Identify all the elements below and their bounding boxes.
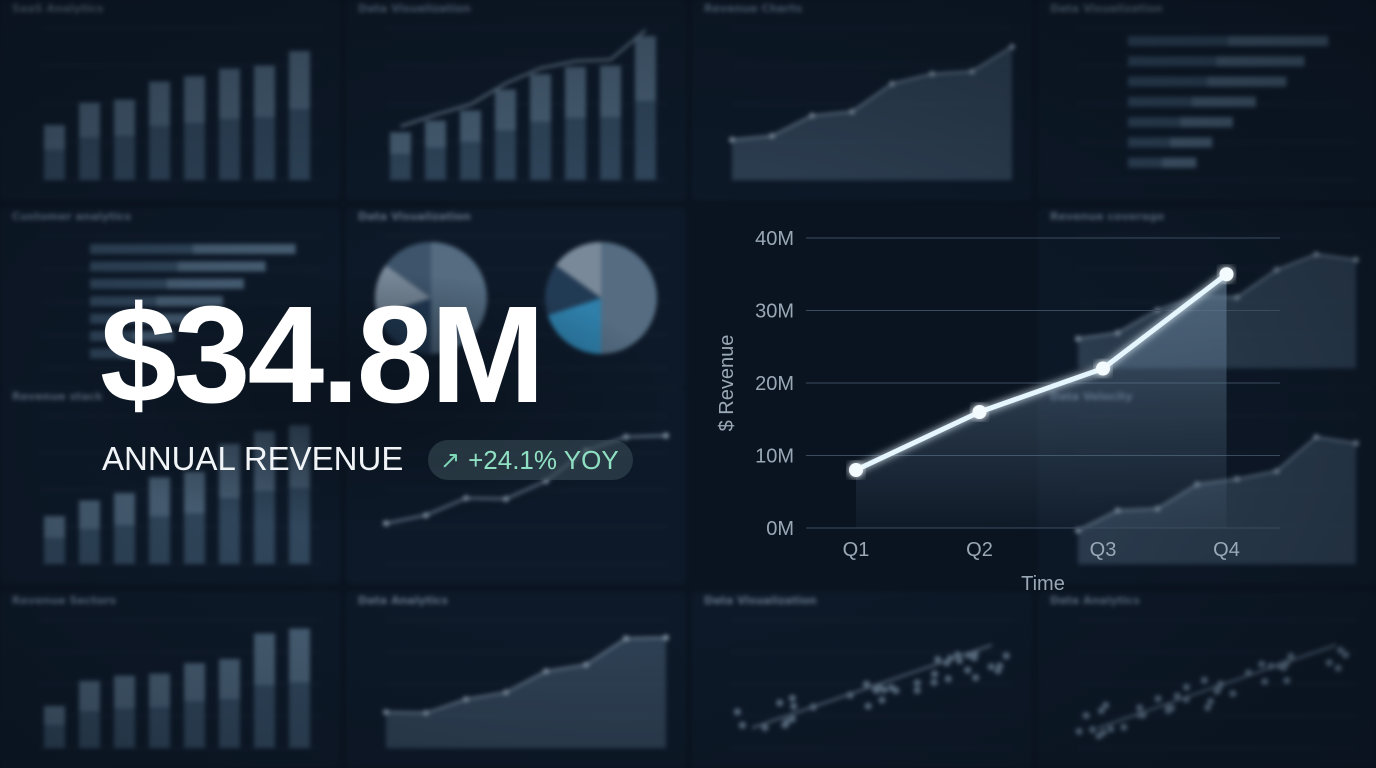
data-point (849, 463, 863, 477)
background-panel-chart (386, 27, 666, 181)
trend-up-arrow-icon: ↗ (440, 446, 461, 474)
background-panel-title: Data Visualization (1050, 2, 1163, 15)
x-tick-label: Q4 (1213, 539, 1240, 561)
x-tick-label: Q3 (1090, 539, 1117, 561)
background-panel-chart (729, 27, 1015, 181)
background-panel-title: Data Analytics (358, 594, 448, 607)
background-panel: Data Analytics (1038, 592, 1376, 768)
x-axis-label: Time (1021, 573, 1065, 595)
background-panel-chart (1078, 27, 1356, 181)
kpi-backdrop (40, 270, 680, 530)
revenue-area-fill (856, 274, 1227, 528)
background-panel: Revenue Charts (692, 0, 1032, 200)
background-panel: Data Visualization (692, 592, 1032, 768)
background-panel-chart (40, 27, 320, 181)
background-panel-title: Revenue Sectors (12, 594, 117, 607)
kpi-card: $34.8M ANNUAL REVENUE ↗ +24.1% YOY (100, 280, 700, 500)
data-point (972, 405, 987, 419)
background-panel: Data Visualization (1038, 0, 1376, 200)
y-tick-label: 40M (755, 228, 794, 250)
y-axis-label: $ Revenue (716, 335, 738, 432)
revenue-line-chart: 0M 10M 20M 30M 40M Q1 Q2 Q3 Q4 Time $ Revenue (690, 210, 1330, 610)
x-tick-label: Q1 (843, 539, 870, 561)
kpi-label: ANNUAL REVENUE (102, 440, 404, 477)
kpi-value: $34.8M (100, 278, 545, 432)
background-panel-title: Customer analytics (12, 210, 132, 223)
background-panel-title: SaaS Analytics (12, 2, 104, 15)
background-panel-chart (1075, 619, 1356, 749)
data-point (1096, 361, 1110, 376)
data-point (1219, 267, 1234, 282)
yoy-badge-text: +24.1% YOY (468, 445, 619, 475)
y-tick-label: 20M (755, 373, 794, 395)
background-panel: SaaS Analytics (0, 0, 340, 200)
background-panel-chart (383, 619, 669, 749)
yoy-badge: ↗ +24.1% YOY (428, 440, 633, 480)
revenue-line-chart-svg: 0M 10M 20M 30M 40M Q1 Q2 Q3 Q4 Time $ Revenue (716, 228, 1280, 595)
y-tick-label: 10M (755, 446, 794, 468)
revenue-series-line (853, 271, 1229, 473)
background-panel-chart (732, 619, 1012, 749)
y-tick-label: 0M (766, 518, 794, 540)
background-panel: Data Analytics (346, 592, 686, 768)
background-panel-chart (40, 619, 320, 749)
background-panel: Revenue Sectors (0, 592, 340, 768)
y-tick-label: 30M (755, 301, 794, 323)
background-panel-title: Data Visualization (358, 210, 471, 223)
x-tick-label: Q2 (966, 539, 993, 561)
background-panel: Data Visualization (346, 0, 686, 200)
background-panel-title: Data Visualization (358, 2, 471, 15)
background-panel-title: Revenue Charts (704, 2, 803, 15)
